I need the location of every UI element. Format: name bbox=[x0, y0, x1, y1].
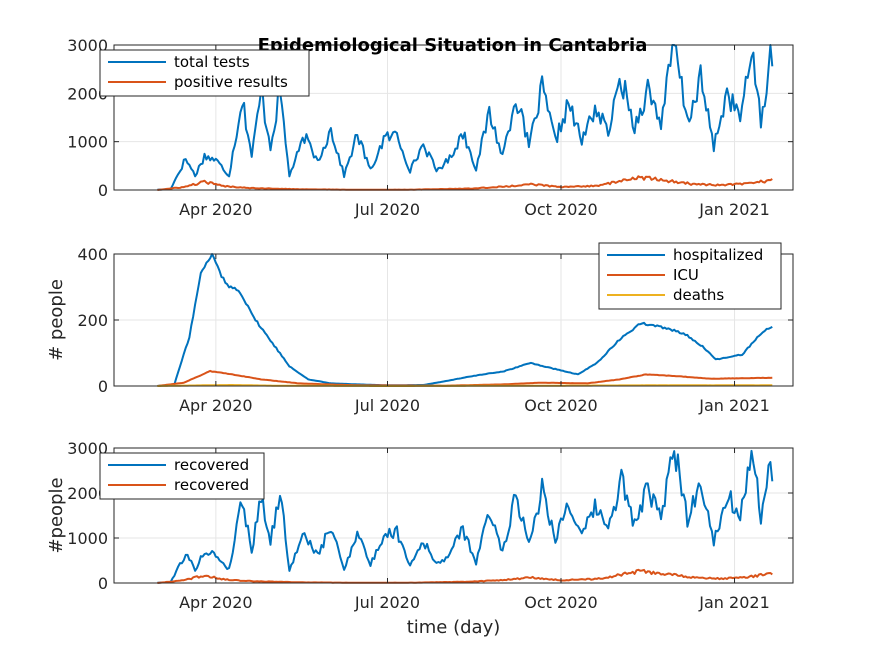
x-tick-label: Jan 2021 bbox=[698, 593, 769, 612]
chart-panel-2: Apr 2020 Jul 2020 Oct 2020 Jan 2021 0 200 400 #… bbox=[46, 242, 794, 415]
y-tick-label: 1000 bbox=[67, 133, 108, 152]
legend-label: recovered bbox=[174, 456, 249, 474]
y-axis-label: #people bbox=[46, 477, 67, 553]
legend-label: recovered bbox=[174, 476, 249, 494]
series-line-recovered bbox=[157, 449, 774, 584]
y-tick-label: 200 bbox=[77, 311, 108, 330]
series-line-recovered bbox=[157, 568, 773, 584]
legend-label: total tests bbox=[174, 53, 250, 71]
y-tick-label: 3000 bbox=[67, 36, 108, 55]
x-tick-label: Oct 2020 bbox=[524, 593, 597, 612]
legend: recovered recovered bbox=[99, 452, 265, 500]
y-tick-label: 3000 bbox=[67, 439, 108, 458]
y-tick-label: 1000 bbox=[67, 529, 108, 548]
y-tick-label: 2000 bbox=[67, 484, 108, 503]
x-tick-label: Jul 2020 bbox=[354, 200, 420, 219]
x-tick-label: Apr 2020 bbox=[179, 200, 252, 219]
chart-title: Epidemiological Situation in Cantabria bbox=[258, 35, 648, 56]
x-axis-label: time (day) bbox=[407, 617, 501, 638]
chart-panel-1: Apr 2020 Jul 2020 Oct 2020 Jan 2021 0 1000 200… bbox=[67, 35, 794, 219]
legend: total tests positive results bbox=[99, 49, 310, 97]
chart-panel-3: Apr 2020 Jul 2020 Oct 2020 Jan 2021 0 1000 200… bbox=[46, 439, 794, 638]
legend-box bbox=[99, 452, 265, 500]
y-tick-label: 0 bbox=[98, 181, 108, 200]
axes-box bbox=[113, 44, 794, 191]
y-tick-label: 2000 bbox=[67, 84, 108, 103]
axes-box bbox=[113, 447, 794, 584]
series-line-positive-results bbox=[157, 175, 773, 191]
y-tick-label: 0 bbox=[98, 377, 108, 396]
x-tick-label: Oct 2020 bbox=[524, 396, 597, 415]
legend-label: ICU bbox=[673, 266, 699, 284]
series-line-hospitalized bbox=[157, 253, 773, 387]
y-tick-label: 0 bbox=[98, 574, 108, 593]
series-line-total-tests bbox=[157, 44, 774, 191]
x-tick-label: Jul 2020 bbox=[354, 396, 420, 415]
x-tick-label: Apr 2020 bbox=[179, 593, 252, 612]
x-tick-label: Jan 2021 bbox=[698, 200, 769, 219]
legend-label: positive results bbox=[174, 73, 288, 91]
x-tick-label: Oct 2020 bbox=[524, 200, 597, 219]
x-tick-label: Jan 2021 bbox=[698, 396, 769, 415]
legend-label: deaths bbox=[673, 286, 724, 304]
legend: hospitalized ICU deaths bbox=[598, 242, 782, 310]
y-tick-label: 400 bbox=[77, 245, 108, 264]
x-tick-label: Apr 2020 bbox=[179, 396, 252, 415]
y-axis-label: # people bbox=[46, 279, 67, 361]
legend-label: hospitalized bbox=[673, 246, 763, 264]
x-tick-label: Jul 2020 bbox=[354, 593, 420, 612]
legend-box bbox=[99, 49, 310, 97]
